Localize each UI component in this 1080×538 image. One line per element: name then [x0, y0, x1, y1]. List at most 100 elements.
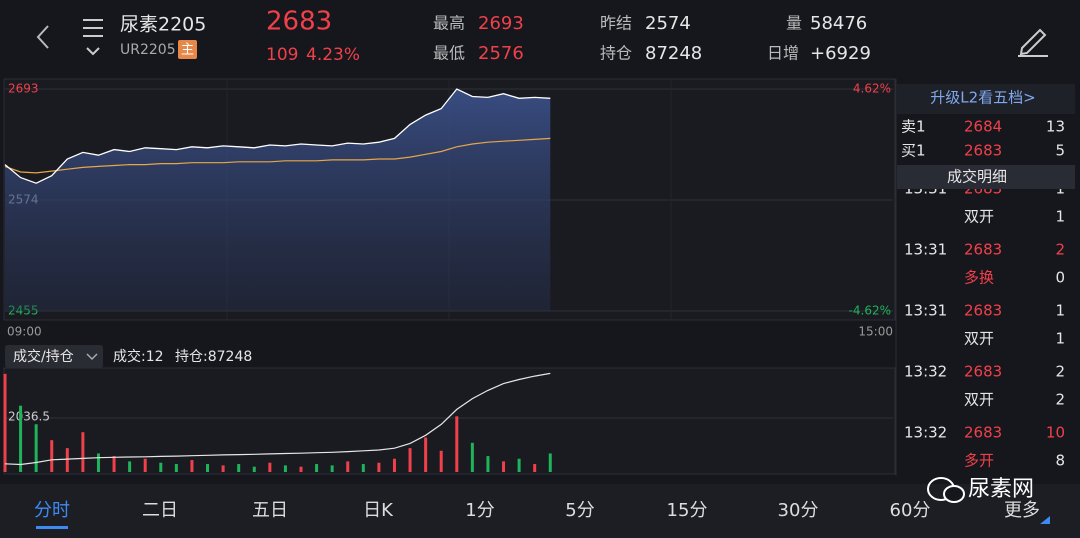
- main-badge: 主: [181, 43, 194, 58]
- volume-bar: [81, 432, 85, 472]
- stat-label: 昨结: [600, 14, 632, 33]
- trades-title: 成交明细: [947, 168, 1007, 186]
- price-line: [4, 88, 551, 184]
- volume-bar: [128, 461, 132, 472]
- volume-bar: [424, 437, 428, 472]
- volume-bar: [34, 424, 38, 472]
- tab[interactable]: 15分: [667, 500, 708, 521]
- y2-tick-label: -4.62%: [849, 304, 891, 318]
- oi-line: [4, 372, 551, 466]
- volume-bar: [96, 453, 100, 472]
- last-price: 2683: [266, 7, 332, 37]
- selector-box[interactable]: [5, 345, 103, 368]
- stat-value: +6929: [810, 43, 871, 64]
- menu-button[interactable]: [83, 19, 103, 56]
- volume-bar: [330, 465, 334, 472]
- tabs: 分时 二日 五日 日K 1分 5分 15分 30分 60分 更多: [34, 500, 1040, 521]
- stat-label: 持仓: [600, 44, 632, 63]
- volume-bar: [517, 458, 521, 472]
- selector-arrow: [86, 353, 98, 361]
- avg-line: [4, 137, 551, 174]
- time-label: 09:00: [7, 325, 42, 339]
- y-tick-label: 2036.5: [8, 409, 50, 423]
- volume-panel: [3, 367, 896, 475]
- book-price: 2684: [964, 118, 1002, 136]
- volume-bar: [65, 448, 69, 472]
- volume-bar: [252, 466, 256, 472]
- trade-price: 2683: [964, 241, 1002, 259]
- y-tick-label: 2693: [8, 82, 39, 96]
- volume-bar: [50, 440, 54, 472]
- stat-value: 2576: [478, 43, 524, 64]
- tab[interactable]: 5分: [565, 500, 594, 521]
- stat-label: 量: [786, 14, 802, 33]
- trade-kind: 多换: [964, 269, 994, 287]
- watermark: 尿素网: [968, 477, 1034, 502]
- volume-bar: [346, 461, 350, 472]
- trade-volume: 10: [1046, 424, 1065, 442]
- tab[interactable]: 1分: [465, 500, 494, 521]
- trade-time: 13:31: [904, 302, 947, 320]
- edit-button[interactable]: [1018, 28, 1048, 57]
- trade-oi: 0: [1055, 269, 1065, 287]
- trade-oi: 8: [1055, 452, 1065, 470]
- volume-bar: [237, 464, 241, 472]
- volume-bar: [486, 456, 490, 472]
- tab[interactable]: 五日: [252, 500, 288, 521]
- trade-price: 2683: [964, 424, 1002, 442]
- order-book: 卖1 2684 13 买1 2683 5: [901, 118, 1065, 160]
- volume-bar: [143, 458, 147, 472]
- volume-bar: [408, 448, 412, 472]
- trade-kind: 双开: [964, 330, 994, 348]
- oi-label: 持仓:87248: [175, 349, 252, 365]
- indicator-selector[interactable]: 成交/持仓: [13, 348, 74, 365]
- volume-bar: [268, 462, 272, 472]
- tab[interactable]: 分时: [34, 500, 70, 521]
- trade-volume: 1: [1055, 302, 1065, 320]
- volume-bar: [455, 416, 459, 472]
- volume-bar: [439, 450, 443, 472]
- trade-volume: 2: [1055, 363, 1065, 381]
- stats: 最高 2693 最低 2576 昨结 2574 持仓 87248 量 58476 日增 +6929: [433, 13, 871, 64]
- tab-bar: [0, 484, 1080, 538]
- volume-bar: [502, 461, 506, 472]
- stat-value: 2574: [645, 13, 691, 34]
- book-volume: 5: [1055, 142, 1065, 160]
- volume-bar: [361, 464, 365, 472]
- price-area: [5, 89, 551, 311]
- stat-value: 2693: [478, 13, 524, 34]
- time-label: 15:00: [858, 325, 893, 339]
- volume-label: 成交:12: [113, 348, 164, 365]
- volume-bar: [392, 458, 396, 472]
- volume-bar: [206, 464, 210, 472]
- volume-bar: [548, 453, 552, 472]
- badge-bg: [178, 40, 197, 59]
- trade-price: 2683: [964, 302, 1002, 320]
- tab[interactable]: 30分: [778, 500, 819, 521]
- stat-label: 最低: [433, 44, 465, 63]
- tab[interactable]: 更多: [1004, 500, 1040, 521]
- stat-label: 最高: [433, 14, 465, 33]
- upgrade-bar[interactable]: [897, 84, 1075, 114]
- watermark-icon: [927, 477, 965, 503]
- trade-oi: 1: [1055, 208, 1065, 226]
- contract-name: 尿素2205: [120, 14, 206, 36]
- stat-value: 87248: [645, 43, 702, 64]
- volume-bar: [299, 466, 303, 472]
- trade-kind: 双开: [964, 208, 994, 226]
- tab[interactable]: 60分: [890, 500, 931, 521]
- change: 109: [266, 45, 298, 65]
- tab[interactable]: 二日: [142, 500, 178, 521]
- book-side: 卖1: [901, 118, 926, 136]
- trades-header: [897, 165, 1075, 189]
- contract-code: UR2205: [120, 42, 176, 58]
- tab[interactable]: 日K: [363, 500, 394, 521]
- change-pct: 4.23%: [306, 45, 360, 65]
- trade-time: 13:32: [904, 363, 947, 381]
- active-tab-underline: [36, 526, 68, 529]
- more-indicator: [1040, 516, 1050, 524]
- upgrade-link[interactable]: 升级L2看五档>: [930, 89, 1035, 107]
- volume-bar: [112, 456, 116, 472]
- back-button[interactable]: [36, 25, 49, 49]
- trade-oi: 2: [1055, 391, 1065, 409]
